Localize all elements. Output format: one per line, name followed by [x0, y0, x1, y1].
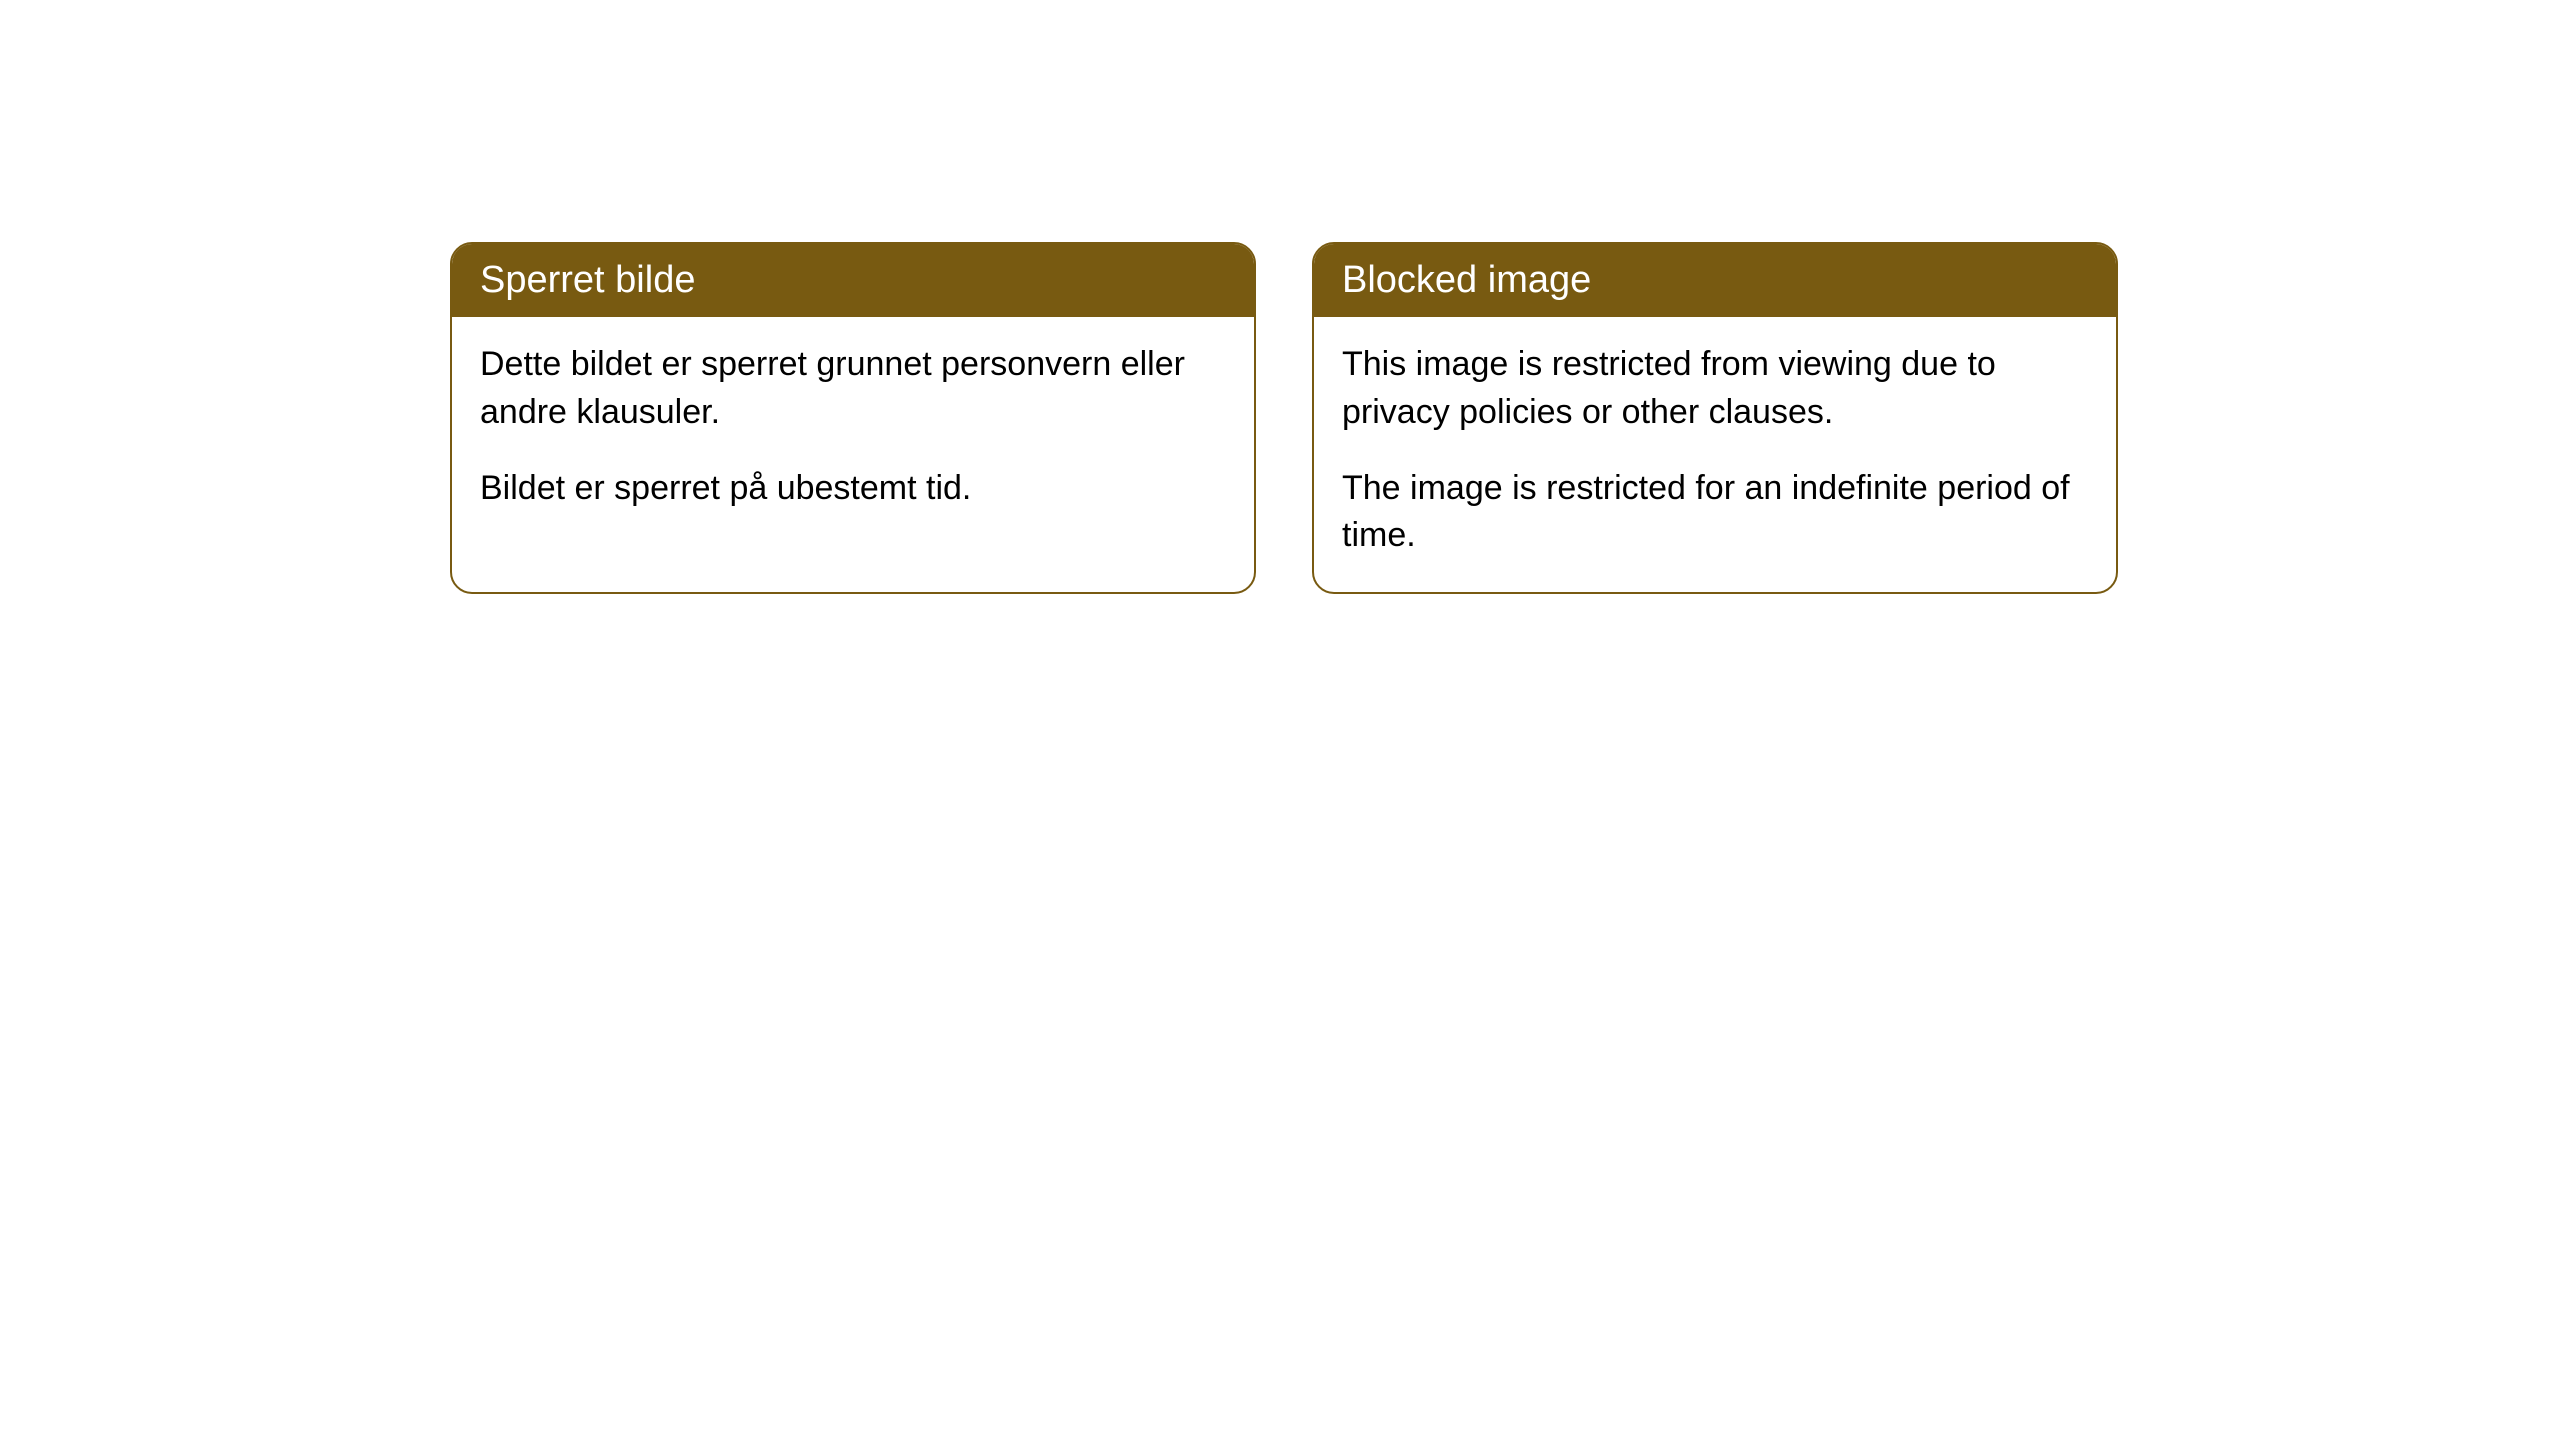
card-paragraph: The image is restricted for an indefinit…	[1342, 465, 2088, 560]
card-english: Blocked image This image is restricted f…	[1312, 242, 2118, 594]
card-body-english: This image is restricted from viewing du…	[1314, 317, 2116, 591]
card-norwegian: Sperret bilde Dette bildet er sperret gr…	[450, 242, 1256, 594]
card-title-norwegian: Sperret bilde	[452, 244, 1254, 317]
card-paragraph: Bildet er sperret på ubestemt tid.	[480, 465, 1226, 513]
card-paragraph: Dette bildet er sperret grunnet personve…	[480, 341, 1226, 436]
card-paragraph: This image is restricted from viewing du…	[1342, 341, 2088, 436]
card-title-english: Blocked image	[1314, 244, 2116, 317]
cards-container: Sperret bilde Dette bildet er sperret gr…	[0, 0, 2560, 594]
card-body-norwegian: Dette bildet er sperret grunnet personve…	[452, 317, 1254, 544]
